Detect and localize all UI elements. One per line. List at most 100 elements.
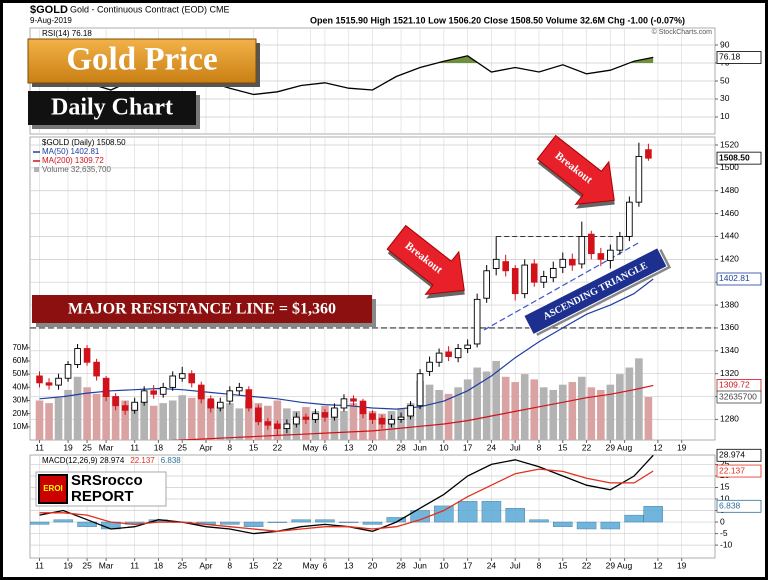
candle-body bbox=[283, 423, 291, 430]
volume-bar bbox=[149, 405, 158, 440]
x-tick-label: 17 bbox=[463, 560, 473, 570]
value-label-text: 22.137 bbox=[719, 465, 745, 475]
candle-body bbox=[369, 413, 376, 420]
x-tick-label: 15 bbox=[558, 442, 568, 452]
x-tick-label: 10 bbox=[439, 442, 449, 452]
volume-bar bbox=[111, 396, 120, 440]
volume-bar bbox=[635, 358, 643, 440]
volume-bar bbox=[416, 380, 424, 440]
volume-bar bbox=[435, 389, 443, 440]
volume-bar bbox=[644, 397, 653, 440]
histogram-bar bbox=[291, 519, 311, 523]
y-tick-label: 1460 bbox=[720, 208, 739, 218]
value-label-text: 32635700 bbox=[719, 391, 757, 401]
panel-legend: RSI(14) 76.18 bbox=[42, 29, 92, 38]
volume-tick-label: 40M bbox=[12, 382, 28, 391]
volume-bar bbox=[568, 382, 577, 440]
volume-tick-label: 60M bbox=[12, 356, 28, 365]
histogram-bar bbox=[481, 501, 502, 523]
logo-name: SRSrocco bbox=[71, 472, 143, 489]
candle-body bbox=[197, 384, 205, 400]
volume-bar bbox=[549, 389, 558, 440]
volume-bar bbox=[340, 411, 348, 440]
value-label: 1309.72 bbox=[716, 379, 762, 392]
x-tick-label: 12 bbox=[653, 560, 663, 570]
candle-body bbox=[312, 413, 319, 420]
volume-bar bbox=[73, 376, 82, 440]
candle-body bbox=[264, 421, 272, 426]
candle-body bbox=[178, 373, 186, 379]
candle-body bbox=[55, 377, 62, 386]
y-tick-label: 0 bbox=[720, 516, 725, 526]
candle-body bbox=[426, 361, 433, 372]
series-line bbox=[39, 468, 654, 532]
candle-body bbox=[397, 416, 405, 420]
candle-body bbox=[530, 263, 538, 283]
value-label: 1402.81 bbox=[716, 272, 762, 286]
volume-bar bbox=[444, 393, 453, 440]
volume-bar bbox=[187, 397, 196, 440]
arrow-shape bbox=[386, 224, 465, 295]
y-tick-label: 1480 bbox=[720, 185, 739, 195]
candle-body bbox=[473, 298, 481, 345]
volume-bar bbox=[206, 400, 215, 440]
y-tick-label: 25 bbox=[720, 459, 730, 469]
value-label-box bbox=[716, 151, 762, 165]
volume-bar bbox=[35, 400, 44, 440]
candle-body bbox=[150, 390, 157, 395]
volume-bar bbox=[558, 384, 567, 440]
candle-body bbox=[502, 261, 509, 272]
y-tick-label: 1340 bbox=[720, 345, 739, 355]
y-tick-label: 1420 bbox=[720, 254, 739, 264]
x-tick-label: May bbox=[303, 560, 320, 570]
subtitle-badge: Daily Chart bbox=[28, 91, 200, 129]
volume-bar bbox=[273, 400, 282, 440]
x-tick-label: 29 bbox=[606, 560, 616, 570]
x-tick-label: 24 bbox=[487, 560, 497, 570]
candle-body bbox=[454, 348, 462, 359]
x-tick-label: 25 bbox=[177, 442, 187, 452]
value-label-text: 1402.81 bbox=[719, 273, 750, 283]
histogram-bar bbox=[457, 501, 478, 523]
legend-entry: 22.137 bbox=[130, 456, 155, 465]
legend-entry: MA(50) 1402.81 bbox=[42, 147, 100, 156]
volume-bar bbox=[321, 405, 329, 440]
candle-body bbox=[159, 386, 167, 395]
value-label: 22.137 bbox=[716, 464, 762, 478]
histogram-bar bbox=[338, 521, 359, 523]
overlay: Gold Price Daily Chart MAJOR RESISTANCE LI… bbox=[27, 38, 672, 507]
moving-average bbox=[169, 384, 654, 440]
volume-tick-label: 50M bbox=[12, 369, 28, 378]
candle-body bbox=[302, 416, 310, 420]
volume-bar bbox=[425, 384, 434, 440]
x-tick-label: 22 bbox=[273, 442, 283, 452]
x-tick-label: 15 bbox=[558, 560, 568, 570]
candle-body bbox=[435, 352, 443, 363]
y-tick-label: 1280 bbox=[720, 414, 739, 424]
volume-bar bbox=[178, 395, 187, 440]
histogram-bar bbox=[505, 507, 525, 523]
candle-body bbox=[121, 405, 129, 411]
y-tick-label: 10 bbox=[720, 493, 730, 503]
volume-bar bbox=[520, 374, 529, 440]
logo-badge bbox=[38, 474, 68, 504]
histogram-bar bbox=[434, 505, 454, 523]
x-tick-label: Apr bbox=[199, 442, 212, 452]
subtitle-box bbox=[28, 91, 196, 125]
volume-bar bbox=[349, 403, 358, 440]
candle-body bbox=[216, 401, 224, 409]
volume-bar bbox=[616, 374, 624, 440]
histogram-bar bbox=[362, 521, 383, 525]
x-tick-label: 19 bbox=[677, 560, 687, 570]
candle-body bbox=[188, 373, 196, 384]
volume-tick-label: 70M bbox=[12, 343, 28, 352]
candle-body bbox=[255, 407, 262, 423]
title-badge: Gold Price bbox=[27, 38, 260, 87]
x-tick-label: 12 bbox=[653, 442, 663, 452]
x-tick-label: 6 bbox=[323, 560, 328, 570]
candle-body bbox=[635, 155, 643, 203]
candle-body bbox=[578, 236, 586, 265]
histogram-bar bbox=[77, 521, 97, 527]
value-label: 76.18 bbox=[716, 51, 762, 64]
